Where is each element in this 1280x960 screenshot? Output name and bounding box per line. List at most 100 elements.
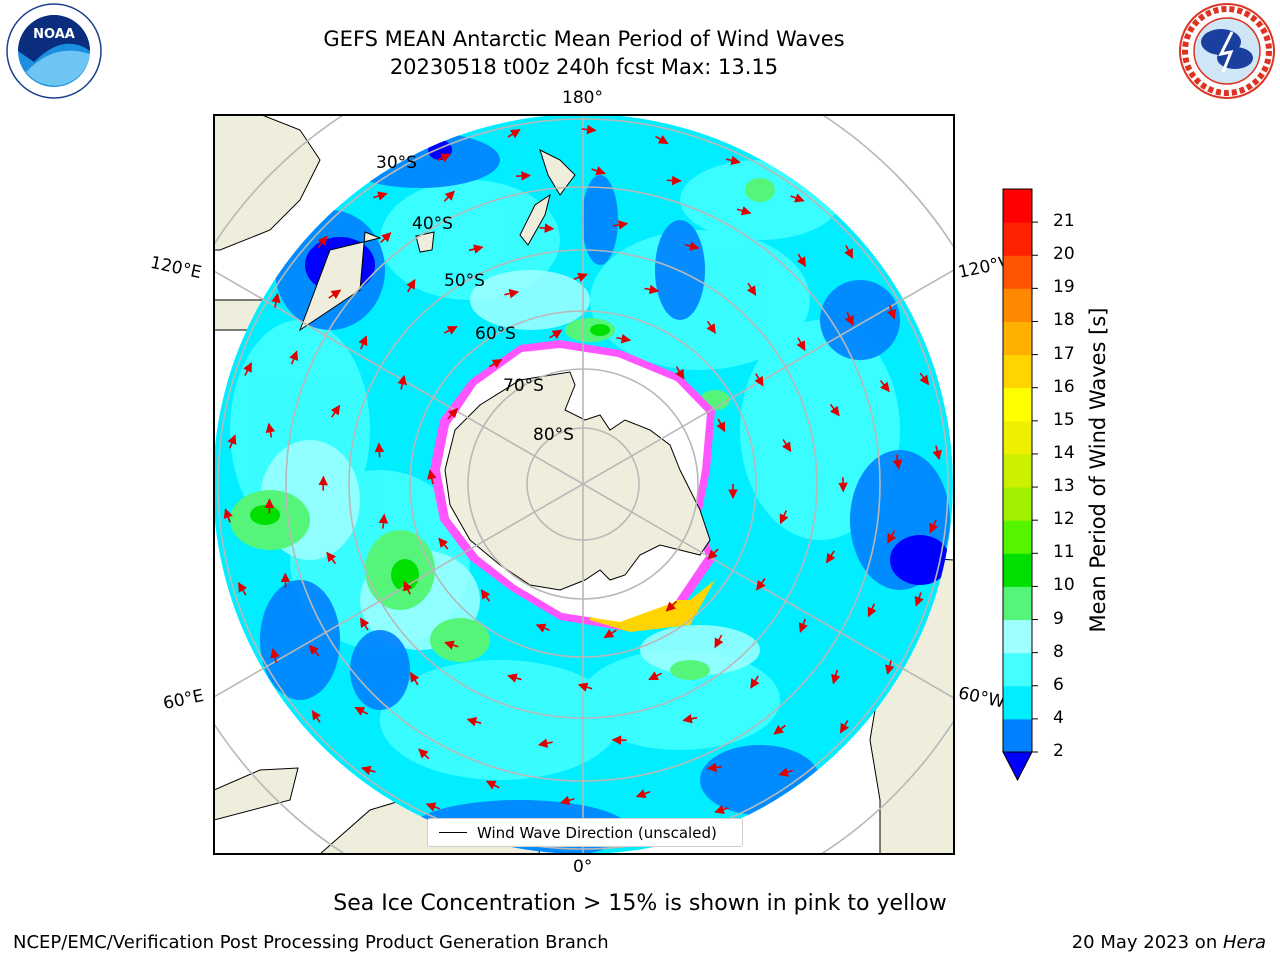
colorbar-segment — [1003, 321, 1032, 356]
wave-arrow — [504, 288, 520, 299]
colorbar-segment — [1003, 520, 1032, 554]
wave-arrow — [665, 600, 678, 612]
colorbar — [1002, 188, 1038, 782]
wave-arrow — [844, 245, 854, 259]
wave-arrow — [706, 320, 716, 334]
wave-arrow — [507, 128, 521, 139]
colorbar-tick-label: 15 — [1053, 409, 1075, 430]
wave-arrow — [425, 802, 441, 812]
wave-arrow — [591, 166, 606, 176]
wave-arrow — [270, 648, 280, 663]
lat-label-60s: 60°S — [475, 324, 516, 344]
colorbar-tick-label: 4 — [1053, 707, 1064, 728]
lon-label-60e: 60°E — [161, 685, 206, 715]
wave-arrow — [317, 235, 328, 248]
wave-arrow — [380, 232, 392, 244]
wave-arrow — [539, 223, 555, 233]
colorbar-tick-label: 13 — [1053, 476, 1075, 497]
chart-subtitle: 20230518 t00z 240h fcst Max: 13.15 — [389, 55, 779, 79]
wave-arrow — [648, 671, 662, 681]
footer-credit: NCEP/EMC/Verification Post Processing Pr… — [13, 932, 609, 953]
lon-label-180: 180° — [562, 88, 603, 108]
colorbar-segment — [1003, 420, 1032, 455]
wave-arrow — [781, 439, 792, 453]
wave-arrow — [308, 644, 320, 657]
chart-title: GEFS MEAN Antarctic Mean Period of Wind … — [323, 27, 845, 51]
lat-label-30s: 30°S — [376, 153, 417, 173]
wave-arrow — [887, 530, 897, 544]
wave-arrow — [675, 366, 685, 380]
colorbar-segment — [1003, 487, 1032, 521]
svg-text:NOAA: NOAA — [33, 27, 75, 42]
wave-arrow — [726, 155, 741, 166]
wave-arrow — [437, 153, 451, 163]
nws-logo — [1179, 3, 1275, 99]
wave-arrow — [779, 510, 789, 525]
wave-arrow — [754, 373, 764, 387]
colorbar-tick-label: 8 — [1053, 641, 1064, 662]
colorbar-segment — [1003, 453, 1032, 488]
colorbar-segment — [1003, 255, 1032, 289]
colorbar-tick-label: 9 — [1053, 608, 1064, 629]
wave-arrow — [438, 537, 449, 550]
wave-arrow — [243, 362, 253, 376]
colorbar-extend — [1002, 751, 1033, 782]
wave-arrow — [929, 519, 939, 534]
wave-arrow — [330, 404, 341, 418]
wave-arrow — [825, 550, 836, 564]
wave-arrow — [655, 135, 669, 145]
colorbar-segment — [1003, 685, 1032, 720]
wave-arrow — [485, 780, 500, 790]
wave-arrow — [406, 279, 416, 293]
wave-arrow — [354, 706, 369, 716]
wave-arrow — [328, 289, 342, 299]
wave-arrow — [892, 454, 903, 470]
graticule — [214, 115, 954, 854]
colorbar-segment — [1003, 619, 1032, 654]
colorbar-segment — [1003, 222, 1032, 256]
wave-arrow — [867, 603, 877, 618]
wave-arrow — [265, 422, 276, 438]
wave-arrow — [778, 767, 793, 777]
map-legend: Wind Wave Direction (unscaled) — [427, 818, 743, 847]
colorbar-segment — [1003, 288, 1032, 322]
lon-label-60w: 60°W — [956, 683, 1007, 713]
wave-arrow — [839, 720, 850, 734]
wave-arrow — [326, 551, 337, 565]
wave-arrow — [516, 171, 531, 181]
wave-arrow — [773, 724, 786, 735]
wave-arrow — [374, 442, 385, 458]
lon-label-120e: 120°E — [148, 252, 204, 284]
lat-label-80s: 80°S — [533, 425, 574, 445]
wave-arrow — [716, 418, 726, 433]
wave-arrow — [418, 748, 430, 760]
colorbar-label: Mean Period of Wind Waves [s] — [1086, 307, 1110, 633]
wave-arrow — [466, 717, 482, 727]
wave-arrow — [549, 329, 563, 339]
wave-arrow — [573, 272, 588, 282]
colorbar-frame — [1002, 188, 1033, 753]
wave-arrow — [750, 675, 760, 689]
wave-arrow — [373, 191, 388, 201]
wave-arrow — [480, 589, 491, 602]
wave-arrow — [603, 628, 617, 639]
wave-arrow — [507, 673, 522, 683]
noaa-logo: NOAA — [6, 3, 102, 99]
wave-arrow — [559, 795, 575, 805]
wave-arrow — [227, 434, 237, 449]
wave-arrow — [684, 241, 700, 251]
wave-arrow — [443, 325, 458, 335]
colorbar-tick-label: 21 — [1053, 211, 1075, 232]
wave-period-field — [214, 115, 953, 854]
antarctic-map — [213, 114, 955, 855]
wave-arrow — [359, 617, 370, 631]
wave-arrow — [444, 640, 459, 650]
wave-arrow — [361, 765, 376, 775]
colorbar-segment — [1003, 718, 1032, 753]
lat-label-50s: 50°S — [444, 271, 485, 291]
legend-line-swatch — [439, 832, 467, 833]
wave-arrow — [447, 407, 459, 420]
colorbar-tick-label: 19 — [1053, 277, 1075, 298]
wave-arrow — [468, 244, 484, 254]
wave-arrow — [879, 379, 890, 393]
